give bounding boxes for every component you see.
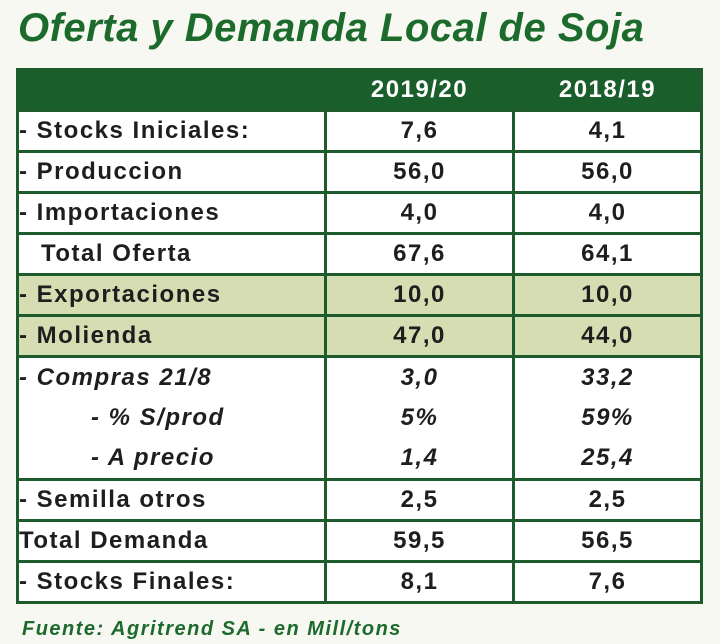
table-row-total-demanda: Total Demanda 59,5 56,5: [16, 519, 703, 563]
table-row-molienda: - Molienda 47,0 44,0: [16, 314, 703, 358]
table-row-a-precio: - A precio 1,4 25,4: [16, 438, 703, 481]
row-label: - Produccion: [16, 150, 327, 194]
supply-demand-table: 2019/20 2018/19 - Stocks Iniciales: 7,6 …: [16, 68, 703, 604]
value-2018-19: 59%: [512, 397, 703, 439]
value-2019-20: 5%: [324, 397, 515, 439]
value-2018-19: 56,0: [512, 150, 703, 194]
row-label: - Compras 21/8: [16, 355, 327, 398]
value-2018-19: 25,4: [512, 438, 703, 481]
column-header-2019-20: 2019/20: [324, 68, 515, 112]
value-2019-20: 10,0: [324, 273, 515, 317]
value-2018-19: 7,6: [512, 560, 703, 604]
row-label: - Exportaciones: [16, 273, 327, 317]
value-2018-19: 4,1: [512, 109, 703, 153]
value-2018-19: 4,0: [512, 191, 703, 235]
value-2019-20: 7,6: [324, 109, 515, 153]
table-header-row: 2019/20 2018/19: [16, 68, 703, 112]
row-label: - Stocks Finales:: [16, 560, 327, 604]
table-row-stocks-iniciales: - Stocks Iniciales: 7,6 4,1: [16, 109, 703, 153]
value-2018-19: 10,0: [512, 273, 703, 317]
value-2019-20: 59,5: [324, 519, 515, 563]
table-row-total-oferta: Total Oferta 67,6 64,1: [16, 232, 703, 276]
header-blank-cell: [16, 68, 327, 112]
row-label: - % S/prod: [16, 397, 327, 439]
value-2019-20: 3,0: [324, 355, 515, 398]
value-2018-19: 64,1: [512, 232, 703, 276]
table-row-semilla-otros: - Semilla otros 2,5 2,5: [16, 478, 703, 522]
source-note: Fuente: Agritrend SA - en Mill/tons: [22, 618, 402, 640]
value-2018-19: 44,0: [512, 314, 703, 358]
table-row-exportaciones: - Exportaciones 10,0 10,0: [16, 273, 703, 317]
table-row-produccion: - Produccion 56,0 56,0: [16, 150, 703, 194]
value-2018-19: 33,2: [512, 355, 703, 398]
value-2018-19: 56,5: [512, 519, 703, 563]
row-label: - Molienda: [16, 314, 327, 358]
page-title: Oferta y Demanda Local de Soja: [18, 6, 645, 50]
row-label: - Semilla otros: [16, 478, 327, 522]
value-2019-20: 4,0: [324, 191, 515, 235]
table-row-importaciones: - Importaciones 4,0 4,0: [16, 191, 703, 235]
value-2018-19: 2,5: [512, 478, 703, 522]
table-row-pct-sprod: - % S/prod 5% 59%: [16, 397, 703, 439]
table-row-compras: - Compras 21/8 3,0 33,2: [16, 355, 703, 398]
row-label: Total Demanda: [16, 519, 327, 563]
column-header-2018-19: 2018/19: [512, 68, 703, 112]
row-label: - Stocks Iniciales:: [16, 109, 327, 153]
value-2019-20: 8,1: [324, 560, 515, 604]
value-2019-20: 2,5: [324, 478, 515, 522]
row-label: - Importaciones: [16, 191, 327, 235]
value-2019-20: 1,4: [324, 438, 515, 481]
row-label: Total Oferta: [16, 232, 327, 276]
table-row-stocks-finales: - Stocks Finales: 8,1 7,6: [16, 560, 703, 604]
row-label: - A precio: [16, 438, 327, 481]
value-2019-20: 56,0: [324, 150, 515, 194]
value-2019-20: 67,6: [324, 232, 515, 276]
value-2019-20: 47,0: [324, 314, 515, 358]
